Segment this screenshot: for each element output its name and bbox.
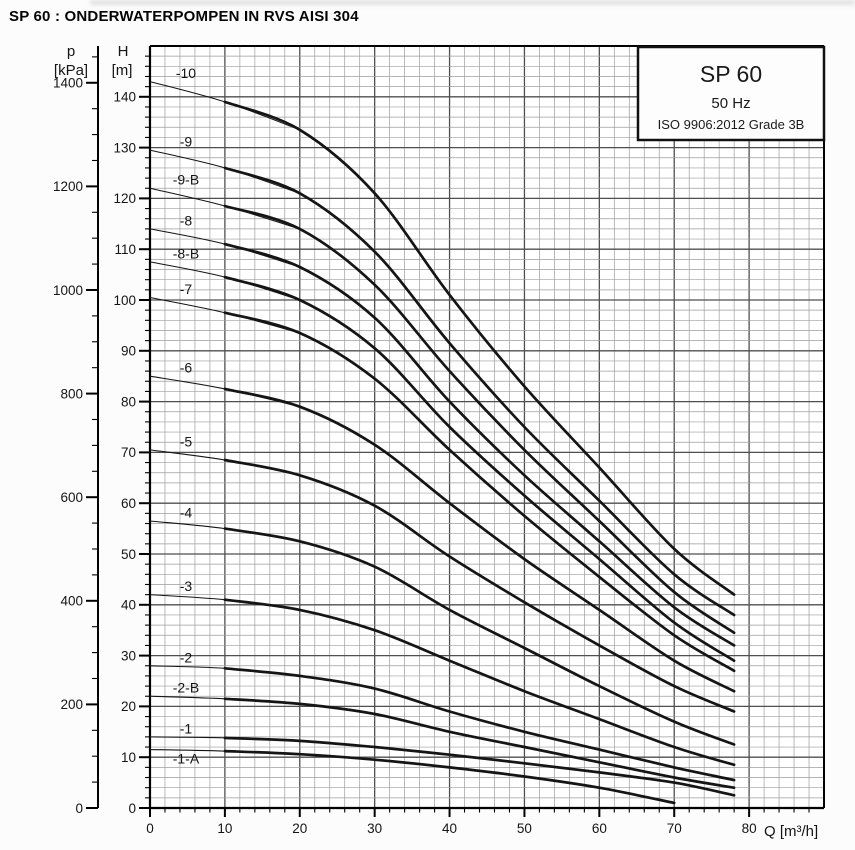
- curve-label-6: -6: [180, 360, 193, 376]
- curve-label-4: -4: [180, 504, 193, 520]
- head-tick-label: 140: [113, 90, 136, 105]
- flow-axis-label: Q [m³/h]: [764, 823, 818, 840]
- head-tick-label: 50: [121, 547, 136, 562]
- pressure-tick-label: 0: [75, 801, 83, 816]
- curve-2-B: [223, 697, 736, 790]
- head-tick-label: 100: [113, 293, 136, 308]
- legend-standard: ISO 9906:2012 Grade 3B: [658, 117, 805, 132]
- flow-tick-label: 0: [146, 821, 154, 836]
- head-tick-label: 90: [121, 344, 136, 359]
- head-tick-label: 70: [121, 445, 136, 460]
- curve-1: [223, 736, 736, 797]
- pressure-tick-label: 1200: [53, 179, 83, 194]
- flow-tick-label: 70: [667, 821, 682, 836]
- curve-7: [223, 311, 736, 673]
- plot-background: [150, 46, 824, 808]
- legend-box: SP 60 50 Hz ISO 9906:2012 Grade 3B: [636, 45, 826, 142]
- flow-tick-label: 50: [517, 821, 532, 836]
- curve-8-B: [223, 275, 736, 663]
- flow-tick-label: 20: [292, 821, 307, 836]
- flow-tick-label: 10: [217, 821, 232, 836]
- curve-5: [223, 458, 736, 713]
- head-axis-symbol: H: [118, 43, 129, 60]
- flow-tick-label: 80: [742, 821, 757, 836]
- curve-label-10: -10: [176, 65, 196, 81]
- curve-label-9: -9: [180, 134, 193, 150]
- curve-1-A: [223, 749, 676, 805]
- head-tick-label: 40: [121, 598, 136, 613]
- pressure-tick-label: 200: [60, 697, 83, 712]
- head-tick-label: 0: [128, 801, 136, 816]
- curve-label-5: -5: [180, 433, 193, 449]
- curve-label-9-B: -9-B: [173, 172, 199, 188]
- axes-layer: [97, 45, 825, 810]
- curve-2: [223, 666, 736, 782]
- grid-layer: [150, 46, 824, 808]
- head-tick-label: 10: [121, 750, 136, 765]
- ticks-layer: 0102030405060708090100110120130140020040…: [53, 55, 810, 836]
- pressure-tick-label: 600: [60, 490, 83, 505]
- pressure-axis-unit: [kPa]: [54, 62, 88, 79]
- pressure-axis-symbol: p: [67, 43, 75, 60]
- curve-8: [223, 242, 736, 647]
- curve-label-2-B: -2-B: [173, 680, 199, 696]
- curve-label-1-A: -1-A: [173, 751, 200, 767]
- curve-3: [223, 598, 736, 767]
- curve-9: [223, 166, 736, 617]
- curve-6: [223, 387, 736, 693]
- flow-tick-label: 30: [367, 821, 382, 836]
- scan-artifact: [90, 0, 855, 5]
- head-axis-unit: [m]: [112, 62, 133, 79]
- pressure-tick-label: 800: [60, 386, 83, 401]
- head-tick-label: 120: [113, 191, 136, 206]
- curve-4: [223, 527, 736, 746]
- head-tick-label: 60: [121, 496, 136, 511]
- curve-label-8: -8: [180, 212, 193, 228]
- head-tick-label: 80: [121, 394, 136, 409]
- legend-frequency: 50 Hz: [711, 95, 750, 112]
- curve-label-2: -2: [180, 649, 193, 665]
- flow-tick-label: 60: [592, 821, 607, 836]
- curves-layer: -10 -9 -9-B -8 -8-B -7 -6 -5 -4 -3 -2 -2-B -1 -1-A: [149, 65, 736, 805]
- pressure-tick-label: 1000: [53, 283, 83, 298]
- head-tick-label: 130: [113, 140, 136, 155]
- pressure-tick-label: 400: [60, 594, 83, 609]
- pressure-tick-label: 1400: [53, 76, 83, 91]
- curve-label-1: -1: [180, 720, 193, 736]
- curve-label-7: -7: [180, 281, 193, 297]
- curve-9-B: [223, 204, 736, 635]
- curve-10: [223, 100, 736, 596]
- curve-label-8-B: -8-B: [173, 245, 199, 261]
- legend-border: [636, 45, 826, 142]
- curve-label-3: -3: [180, 578, 193, 594]
- head-tick-label: 110: [114, 242, 136, 257]
- page-title: SP 60 : ONDERWATERPOMPEN IN RVS AISI 304: [9, 8, 359, 25]
- flow-tick-label: 40: [442, 821, 457, 836]
- head-tick-label: 30: [121, 648, 136, 663]
- head-tick-label: 20: [121, 699, 136, 714]
- legend-model: SP 60: [700, 61, 762, 87]
